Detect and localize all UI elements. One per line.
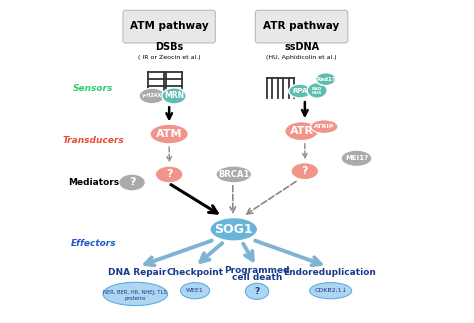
Ellipse shape <box>150 124 189 144</box>
Text: SOG1: SOG1 <box>214 223 253 236</box>
Ellipse shape <box>310 283 352 299</box>
Text: (HU, Aphidicolin et al.): (HU, Aphidicolin et al.) <box>266 55 337 60</box>
Ellipse shape <box>310 120 338 133</box>
Text: γ-H2AX: γ-H2AX <box>142 93 162 99</box>
Text: Sensors: Sensors <box>73 84 113 93</box>
Text: Effectors: Effectors <box>71 239 116 248</box>
Text: ?: ? <box>301 166 308 176</box>
Ellipse shape <box>216 166 252 183</box>
Text: MRN: MRN <box>164 91 184 100</box>
Text: BRCA1: BRCA1 <box>218 170 249 179</box>
Text: ATM: ATM <box>156 129 182 139</box>
Text: CDKB2;1↓: CDKB2;1↓ <box>314 288 347 293</box>
Text: MEI1?: MEI1? <box>345 155 368 161</box>
Text: ATR: ATR <box>290 126 314 136</box>
Ellipse shape <box>162 88 186 104</box>
Ellipse shape <box>155 166 183 183</box>
Ellipse shape <box>139 88 165 104</box>
Ellipse shape <box>289 84 311 98</box>
Ellipse shape <box>119 174 145 191</box>
Ellipse shape <box>210 217 258 242</box>
Text: ATRIP: ATRIP <box>314 124 334 129</box>
Text: Endoreduplication: Endoreduplication <box>283 268 376 277</box>
Ellipse shape <box>316 73 336 86</box>
Text: cell death: cell death <box>232 273 282 282</box>
Ellipse shape <box>181 283 210 299</box>
Text: Mediators: Mediators <box>68 178 119 187</box>
Text: ATM pathway: ATM pathway <box>130 22 209 31</box>
FancyBboxPatch shape <box>255 10 348 43</box>
Text: Programmed: Programmed <box>224 266 290 275</box>
Text: DNA Repair: DNA Repair <box>108 268 166 277</box>
Text: ( IR or Zeocin et al.): ( IR or Zeocin et al.) <box>138 55 201 60</box>
Text: ?: ? <box>166 170 173 179</box>
Text: Rad17: Rad17 <box>316 77 336 82</box>
Text: ?: ? <box>255 287 260 296</box>
Ellipse shape <box>103 282 167 306</box>
Text: DSBs: DSBs <box>155 42 183 52</box>
Text: RPA: RPA <box>292 88 308 94</box>
Text: ATR pathway: ATR pathway <box>264 22 340 31</box>
Ellipse shape <box>291 163 319 180</box>
FancyBboxPatch shape <box>123 10 215 43</box>
Text: RAD
HUS: RAD HUS <box>312 87 322 95</box>
Text: proteins: proteins <box>125 296 146 301</box>
Text: Checkpoint: Checkpoint <box>166 268 224 277</box>
Ellipse shape <box>307 83 327 98</box>
Ellipse shape <box>285 121 319 141</box>
Text: WEE1: WEE1 <box>186 288 204 293</box>
Ellipse shape <box>341 150 372 166</box>
Text: ?: ? <box>129 178 135 187</box>
Ellipse shape <box>210 217 258 242</box>
Text: ssDNA: ssDNA <box>284 42 319 52</box>
Text: SOG1: SOG1 <box>214 223 253 236</box>
Text: NER, BER, HR, NHEJ, TLS: NER, BER, HR, NHEJ, TLS <box>103 290 167 295</box>
Ellipse shape <box>246 283 269 299</box>
Text: Transducers: Transducers <box>63 136 124 145</box>
